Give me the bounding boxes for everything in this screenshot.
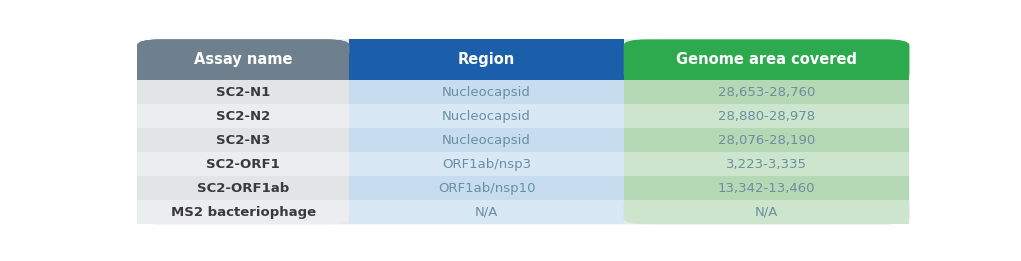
Text: Assay name: Assay name	[194, 52, 293, 67]
Bar	[349, 80, 624, 104]
Bar	[137, 60, 349, 80]
Text: SC2-N1: SC2-N1	[216, 86, 271, 99]
Bar	[349, 176, 624, 200]
Bar	[624, 104, 910, 128]
Bar	[137, 200, 255, 224]
Bar	[349, 39, 624, 80]
Text: Region: Region	[458, 52, 516, 67]
Bar	[349, 200, 624, 224]
Bar	[624, 54, 910, 80]
Text: MS2 bacteriophage: MS2 bacteriophage	[171, 206, 315, 219]
Bar	[624, 60, 767, 80]
Text: 13,342-13,460: 13,342-13,460	[718, 182, 816, 195]
Bar	[624, 128, 910, 152]
Bar	[137, 152, 349, 176]
Bar	[624, 80, 910, 104]
Text: 28,076-28,190: 28,076-28,190	[718, 134, 815, 147]
Text: SC2-ORF1: SC2-ORF1	[206, 158, 280, 171]
Bar	[755, 200, 910, 224]
Bar	[243, 60, 349, 80]
Text: Nucleocapsid: Nucleocapsid	[442, 86, 531, 99]
Text: 28,880-28,978: 28,880-28,978	[718, 110, 815, 123]
Text: ORF1ab/nsp10: ORF1ab/nsp10	[438, 182, 535, 195]
Bar	[137, 54, 349, 80]
Bar	[349, 128, 624, 152]
Bar	[137, 128, 349, 152]
Text: N/A: N/A	[475, 206, 498, 219]
Text: Nucleocapsid: Nucleocapsid	[442, 110, 531, 123]
Bar	[137, 80, 349, 104]
FancyBboxPatch shape	[624, 39, 910, 80]
Text: 3,223-3,335: 3,223-3,335	[726, 158, 807, 171]
Text: SC2-N3: SC2-N3	[216, 134, 271, 147]
FancyBboxPatch shape	[624, 200, 910, 224]
Text: N/A: N/A	[755, 206, 778, 219]
Bar	[137, 176, 349, 200]
Text: SC2-ORF1ab: SC2-ORF1ab	[197, 182, 289, 195]
FancyBboxPatch shape	[137, 39, 910, 224]
Text: Genome area covered: Genome area covered	[676, 52, 857, 67]
Text: 28,653-28,760: 28,653-28,760	[718, 86, 815, 99]
Bar	[349, 104, 624, 128]
FancyBboxPatch shape	[137, 39, 349, 60]
Text: Nucleocapsid: Nucleocapsid	[442, 134, 531, 147]
FancyBboxPatch shape	[137, 39, 349, 80]
Bar	[137, 200, 349, 212]
Bar	[137, 104, 349, 128]
Text: SC2-N2: SC2-N2	[216, 110, 271, 123]
Text: ORF1ab/nsp3: ORF1ab/nsp3	[442, 158, 531, 171]
Bar	[624, 176, 910, 200]
Bar	[624, 152, 910, 176]
FancyBboxPatch shape	[137, 200, 349, 224]
Bar	[624, 200, 910, 212]
Bar	[349, 152, 624, 176]
